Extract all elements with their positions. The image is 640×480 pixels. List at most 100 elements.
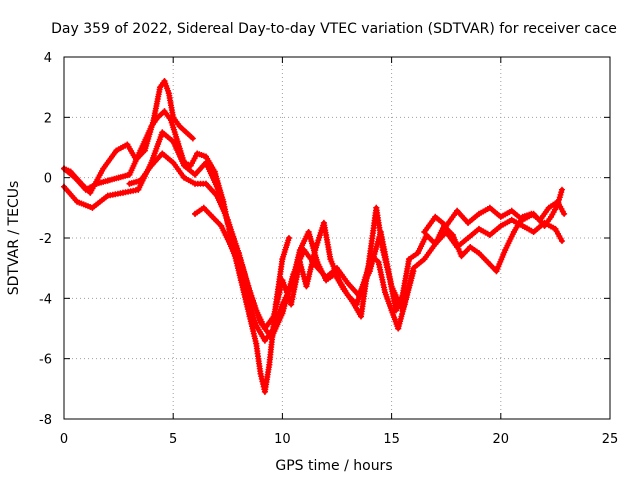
data-point [545, 204, 552, 211]
data-point [558, 186, 565, 193]
data-point [115, 174, 122, 181]
data-point [541, 222, 548, 229]
y-tick-label: 2 [44, 111, 52, 126]
data-point [244, 295, 251, 302]
data-point [519, 216, 526, 223]
data-point [449, 231, 456, 238]
data-point [465, 219, 472, 226]
series-satellite-track-4 [126, 150, 565, 341]
data-point [226, 241, 233, 248]
x-tick-label: 5 [169, 432, 177, 447]
data-point [192, 180, 199, 187]
data-point [194, 150, 201, 157]
data-point [497, 222, 504, 229]
data-point [465, 235, 472, 241]
data-point [508, 207, 515, 214]
y-tick-label: -8 [39, 413, 52, 428]
data-point [218, 222, 225, 229]
data-point [159, 129, 166, 136]
data-point [148, 123, 155, 130]
series-layer [61, 78, 568, 395]
data-point [257, 370, 264, 377]
data-point [71, 174, 78, 181]
y-tick-label: 4 [44, 51, 52, 66]
data-point [192, 210, 199, 217]
tick-layer: 0 5 10 15 20 25 -8 -6 -4 -2 0 2 4 [39, 51, 618, 447]
data-point [202, 180, 209, 187]
data-point [270, 325, 277, 332]
data-point [443, 222, 450, 229]
data-point [253, 322, 260, 329]
data-point [157, 84, 164, 91]
series-markers [126, 150, 564, 341]
series-satellite-track-6 [421, 186, 565, 235]
data-point [497, 213, 504, 220]
data-point [279, 256, 286, 263]
data-point [303, 283, 310, 290]
data-point [382, 289, 389, 296]
data-point [119, 189, 126, 196]
data-point [192, 171, 199, 178]
data-point [410, 265, 417, 272]
data-point [288, 283, 295, 290]
y-tick-label: -6 [39, 353, 52, 368]
data-point [502, 247, 509, 254]
data-point [124, 141, 131, 148]
x-tick-label: 20 [493, 432, 510, 447]
data-point [74, 198, 81, 205]
data-point [87, 189, 94, 196]
data-point [475, 225, 482, 232]
data-point [170, 159, 177, 166]
data-point [486, 231, 493, 238]
data-point [279, 277, 286, 284]
data-point [170, 138, 177, 145]
data-point [558, 238, 565, 245]
data-point [266, 361, 273, 368]
data-point [399, 307, 406, 314]
data-point [200, 204, 207, 211]
y-tick-label: -2 [39, 232, 52, 247]
data-point [104, 192, 111, 199]
data-point [202, 153, 209, 160]
data-point [104, 177, 111, 184]
data-point [475, 210, 482, 217]
data-point [414, 250, 421, 257]
data-point [213, 183, 220, 190]
data-point [113, 147, 120, 154]
data-point [519, 222, 526, 229]
data-point [176, 123, 183, 130]
data-point [561, 210, 568, 217]
data-point [475, 250, 482, 257]
data-point [305, 228, 312, 235]
data-point [181, 174, 188, 181]
y-tick-label: 0 [44, 172, 52, 187]
data-point [349, 298, 356, 305]
data-point [137, 147, 144, 154]
data-point [189, 135, 196, 142]
data-point [261, 388, 268, 395]
data-point [548, 213, 555, 220]
data-point [340, 286, 347, 293]
data-point [135, 186, 142, 193]
data-point [467, 244, 474, 251]
data-point [320, 219, 327, 226]
data-point [358, 313, 365, 320]
data-point [421, 228, 428, 235]
grid-layer [64, 57, 610, 419]
data-point [399, 292, 406, 299]
data-point [296, 247, 303, 254]
x-tick-label: 15 [383, 432, 400, 447]
data-point [224, 216, 231, 223]
data-point [406, 256, 413, 263]
data-point [285, 235, 292, 241]
data-point [261, 337, 268, 344]
data-point [148, 162, 155, 169]
data-point [421, 256, 428, 263]
data-point [366, 253, 373, 260]
data-point [126, 171, 133, 178]
data-point [432, 241, 439, 248]
data-point [165, 90, 172, 97]
data-point [314, 259, 321, 266]
data-point [181, 162, 188, 169]
data-point [183, 129, 190, 136]
